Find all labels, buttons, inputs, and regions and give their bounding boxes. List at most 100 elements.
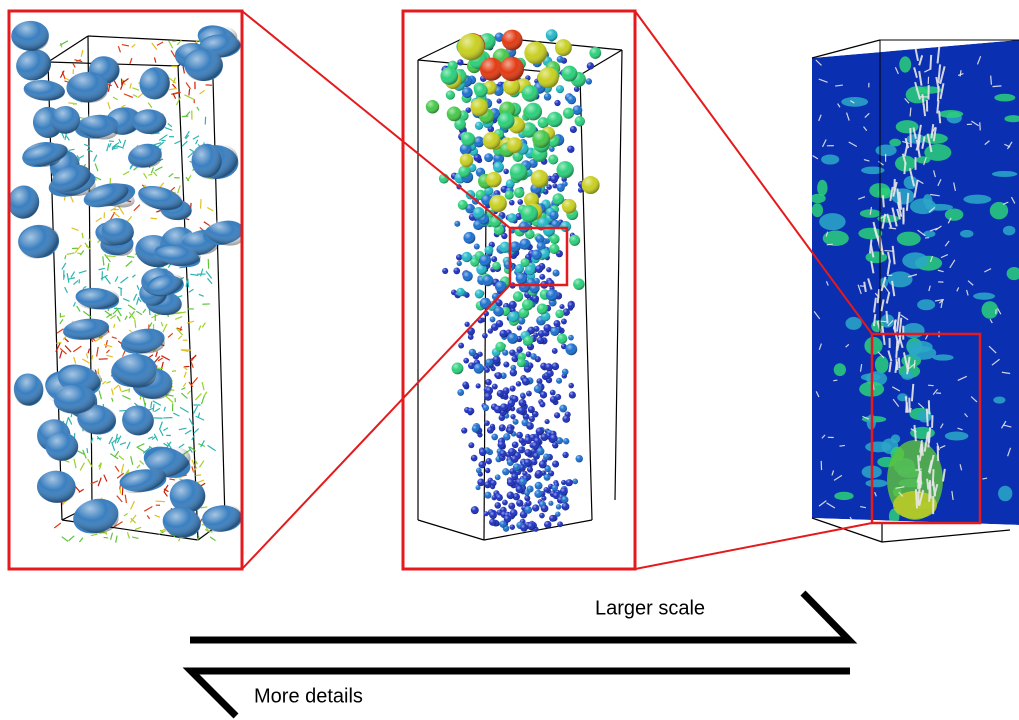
velocity-vector [153,172,157,176]
sphere-shade [465,322,470,327]
flow-streak [924,104,925,116]
sphere-shade [510,414,515,419]
sphere-shade [544,93,551,100]
sphere-shade [476,468,482,474]
sphere-shade [447,107,462,122]
velocity-vector [64,460,69,462]
concentration-patch [903,323,925,338]
concentration-patch [973,293,995,300]
sphere-shade [485,359,493,367]
sphere-shade [559,304,564,309]
velocity-vector [129,388,130,392]
velocity-vector [74,459,76,468]
sphere-shade [507,479,515,487]
velocity-vector [169,41,173,48]
sphere-shade [518,407,526,415]
sphere-shade [463,358,469,364]
sphere-shade [484,492,491,499]
sphere-shade [519,478,527,486]
sphere-shade [534,385,542,393]
sphere-shade [536,235,545,244]
particle-shade [135,63,173,103]
sphere-shade [548,501,553,506]
velocity-vector [108,263,109,270]
velocity-vector [171,50,175,56]
velocity-vector [165,128,172,131]
concentration-patch [897,232,921,246]
velocity-vector [169,88,177,89]
sphere-shade [562,452,568,458]
velocity-vector [163,428,168,431]
sphere-shade [483,132,500,149]
velocity-vector [124,514,128,516]
sphere-shade [562,415,570,423]
velocity-vector [112,398,113,402]
velocity-vector [201,199,202,209]
velocity-vector [116,536,117,543]
sphere-shade [524,495,530,501]
sphere-shade [543,324,551,332]
velocity-vector [122,45,129,46]
sphere-shade [484,153,493,162]
sphere-shade [514,188,524,198]
sphere-shade [503,361,509,367]
box-edge [615,50,622,500]
sphere-shade [507,333,518,344]
sphere-shade [489,519,496,526]
sphere-shade [534,490,542,498]
velocity-vector [87,149,93,151]
velocity-vector [191,377,197,384]
concentration-patch [865,479,887,487]
velocity-vector [161,362,163,371]
sphere-shade [494,306,504,316]
velocity-vector [207,278,212,283]
velocity-vector [95,164,98,172]
sphere-shade [570,126,577,133]
velocity-vector [120,277,128,283]
sphere-shade [518,447,525,454]
sphere-shade [587,62,594,69]
arrow-larger-scale [190,593,849,640]
concentration-patch [821,154,839,164]
velocity-vector [86,353,87,358]
sphere-shade [486,458,492,464]
velocity-vector [195,393,201,399]
sphere-shade [537,337,544,344]
velocity-vector [113,212,119,217]
flow-streak [885,251,895,252]
sphere-shade [550,396,557,403]
flow-streak [939,111,940,124]
sphere-shade [523,336,533,346]
page: Larger scale More details (() => { const… [0,0,1019,720]
sphere-shade [457,389,464,396]
sphere-shade [550,434,558,442]
velocity-vector [99,390,101,399]
velocity-vector [107,144,109,152]
sphere-shade [557,56,564,63]
flow-streak [889,228,896,229]
velocity-vector [201,396,204,404]
particle-shade [199,501,244,536]
label-larger-scale: Larger scale [595,597,705,619]
concentration-patch [963,195,991,204]
velocity-vector [80,250,83,255]
velocity-vector [118,287,122,289]
concentration-patch [841,97,868,107]
sphere-shade [469,349,476,356]
velocity-vector [199,294,204,296]
velocity-vector [81,50,83,57]
sphere-shade [556,85,564,93]
concentration-patch [923,230,935,237]
sphere-shade [490,480,496,486]
velocity-vector [156,352,158,358]
velocity-vector [168,124,172,127]
sphere-shade [477,479,485,487]
flow-streak [938,86,939,101]
sphere-shade [550,327,559,336]
sphere-shade [520,394,525,399]
sphere-shade [537,303,548,314]
velocity-vector [104,537,109,538]
flow-streak [894,179,895,192]
velocity-vector [88,349,90,354]
sphere-shade [508,503,515,510]
